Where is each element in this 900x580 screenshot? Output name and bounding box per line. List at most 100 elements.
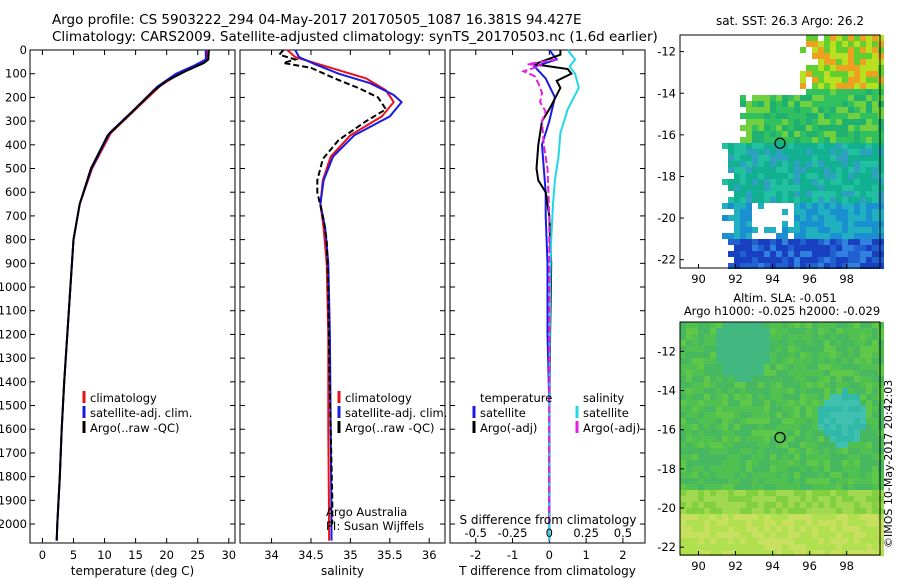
map-cell xyxy=(776,418,782,424)
map-cell xyxy=(758,173,764,179)
map-cell xyxy=(848,508,854,514)
map-cell xyxy=(776,448,782,454)
map-cell xyxy=(800,364,806,370)
map-cell xyxy=(752,322,758,328)
map-cell xyxy=(872,71,878,77)
map-cell xyxy=(770,460,776,466)
map-cell xyxy=(716,364,722,370)
map-cell xyxy=(698,490,704,496)
map-cell xyxy=(788,161,794,167)
map-cell xyxy=(824,149,830,155)
map-cell xyxy=(782,221,788,227)
map-cell xyxy=(794,382,800,388)
map-cell xyxy=(770,418,776,424)
map-cell xyxy=(878,245,884,251)
map-cell xyxy=(752,472,758,478)
map-cell xyxy=(818,454,824,460)
map-cell xyxy=(800,322,806,328)
map-cell xyxy=(758,107,764,113)
map-cell xyxy=(758,251,764,257)
map-cell xyxy=(770,502,776,508)
map-cell xyxy=(842,478,848,484)
map-cell xyxy=(872,101,878,107)
map-cell xyxy=(770,125,776,131)
map-cell xyxy=(812,442,818,448)
map-cell xyxy=(830,191,836,197)
map-cell xyxy=(830,358,836,364)
map-cell xyxy=(848,131,854,137)
map-cell xyxy=(836,137,842,143)
map-cell xyxy=(770,394,776,400)
map-cell xyxy=(848,239,854,245)
map-cell xyxy=(764,370,770,376)
map-cell xyxy=(764,113,770,119)
map-cell xyxy=(866,328,872,334)
sla-map-subtitle: Argo h1000: -0.025 h2000: -0.029 xyxy=(684,304,880,318)
map-cell xyxy=(710,328,716,334)
map-cell xyxy=(800,77,806,83)
map-cell xyxy=(866,544,872,550)
map-cell xyxy=(740,520,746,526)
map-cell xyxy=(680,526,686,532)
map-cell xyxy=(878,119,884,125)
map-cell xyxy=(818,77,824,83)
map-cell xyxy=(842,484,848,490)
map-cell xyxy=(866,484,872,490)
map-cell xyxy=(848,460,854,466)
map-cell xyxy=(686,466,692,472)
map-cell xyxy=(734,251,740,257)
map-cell xyxy=(830,113,836,119)
profile-panel-3: -2 -1 0 1 2T difference from climatology-0.5… xyxy=(449,49,646,578)
map-cell xyxy=(716,370,722,376)
map-cell xyxy=(722,478,728,484)
map-cell xyxy=(866,532,872,538)
map-cell xyxy=(854,484,860,490)
map-cell xyxy=(866,490,872,496)
map-cell xyxy=(866,41,872,47)
map-cell xyxy=(734,376,740,382)
map-cell xyxy=(830,215,836,221)
map-cell xyxy=(848,376,854,382)
map-cell xyxy=(704,364,710,370)
map-cell xyxy=(698,328,704,334)
map-cell xyxy=(848,466,854,472)
map-cell xyxy=(794,454,800,460)
map-cell xyxy=(848,257,854,263)
map-cell xyxy=(854,155,860,161)
map-cell xyxy=(704,400,710,406)
map-cell xyxy=(824,472,830,478)
map-cell xyxy=(812,340,818,346)
map-cell xyxy=(782,131,788,137)
map-cell xyxy=(758,125,764,131)
map-cell xyxy=(848,418,854,424)
map-cell xyxy=(788,143,794,149)
map-cell xyxy=(758,197,764,203)
map-cell xyxy=(854,514,860,520)
map-cell xyxy=(782,358,788,364)
map-cell xyxy=(758,412,764,418)
map-cell xyxy=(704,466,710,472)
map-cell xyxy=(824,227,830,233)
map-cell xyxy=(824,167,830,173)
map-cell xyxy=(854,418,860,424)
map-cell xyxy=(752,137,758,143)
map-cell xyxy=(806,424,812,430)
map-cell xyxy=(872,400,878,406)
map-cell xyxy=(710,460,716,466)
map-cell xyxy=(836,454,842,460)
map-cell xyxy=(818,239,824,245)
map-cell xyxy=(776,137,782,143)
map-cell xyxy=(722,466,728,472)
map-cell xyxy=(812,185,818,191)
map-cell xyxy=(788,472,794,478)
map-cell xyxy=(872,508,878,514)
map-cell xyxy=(842,71,848,77)
map-cell xyxy=(740,394,746,400)
map-cell xyxy=(830,496,836,502)
map-cell xyxy=(836,209,842,215)
map-cell xyxy=(704,340,710,346)
map-cell xyxy=(716,436,722,442)
map-cell xyxy=(806,251,812,257)
map-cell xyxy=(842,400,848,406)
map-cell xyxy=(812,448,818,454)
